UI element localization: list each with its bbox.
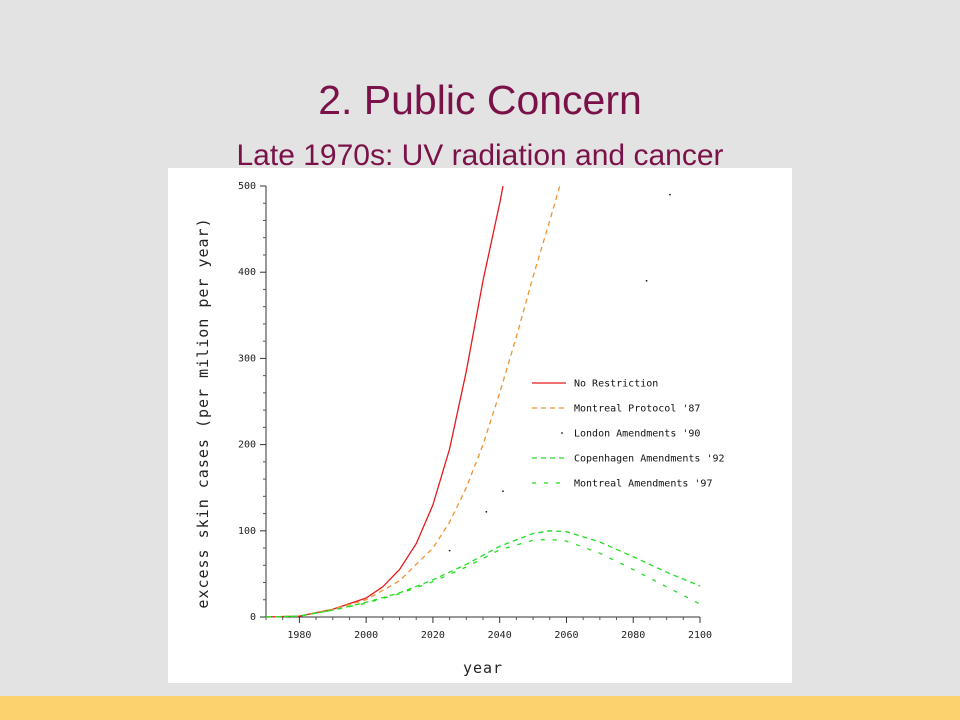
series-point [669,193,671,196]
x-tick-label: 2020 [421,630,445,641]
series-line [265,530,701,618]
x-tick-label: 2060 [554,630,578,641]
series-point [448,549,451,552]
footer-bar [0,696,960,720]
legend-label: Montreal Amendments '97 [574,479,712,490]
y-tick-label: 100 [238,526,256,537]
slide-subtitle: Late 1970s: UV radiation and cancer [236,139,724,172]
x-axis-title: year [463,659,503,677]
series-point [485,510,488,513]
x-tick-label: 1980 [287,630,311,641]
x-tick-label: 2000 [354,630,378,641]
legend-label: London Amendments '90 [574,429,700,440]
x-tick-label: 2100 [688,630,712,641]
series-point [645,279,648,282]
y-tick-label: 0 [250,612,256,623]
y-tick-label: 300 [238,353,256,364]
chart-series [265,185,701,618]
chart-panel: 0 100 200 300 400 500 1980 2000 2020 2040 2060 2080… [168,168,792,683]
chart-axes: 0 100 200 300 400 500 1980 2000 2020 2040 2060 2080… [238,181,712,641]
y-axis-title: excess skin cases (per milion per year) [194,217,212,608]
chart-svg: 0 100 200 300 400 500 1980 2000 2020 2040 2060 2080… [194,181,725,677]
series-point [502,490,504,493]
legend-label: Montreal Protocol '87 [574,404,700,415]
y-tick-label: 500 [238,181,256,192]
chart-legend: No Restriction Montreal Protocol '87 Londo… [532,379,725,490]
slide-title: 2. Public Concern [318,77,642,123]
y-tick-label: 400 [238,267,256,278]
x-tick-label: 2040 [488,630,512,641]
x-tick-label: 2080 [621,630,645,641]
y-tick-label: 200 [238,440,256,451]
legend-label: No Restriction [574,379,658,390]
legend-label: Copenhagen Amendments '92 [574,454,725,465]
series-line [265,185,504,618]
series-line [265,185,561,618]
legend-swatch [561,432,563,434]
series-line [265,538,701,618]
